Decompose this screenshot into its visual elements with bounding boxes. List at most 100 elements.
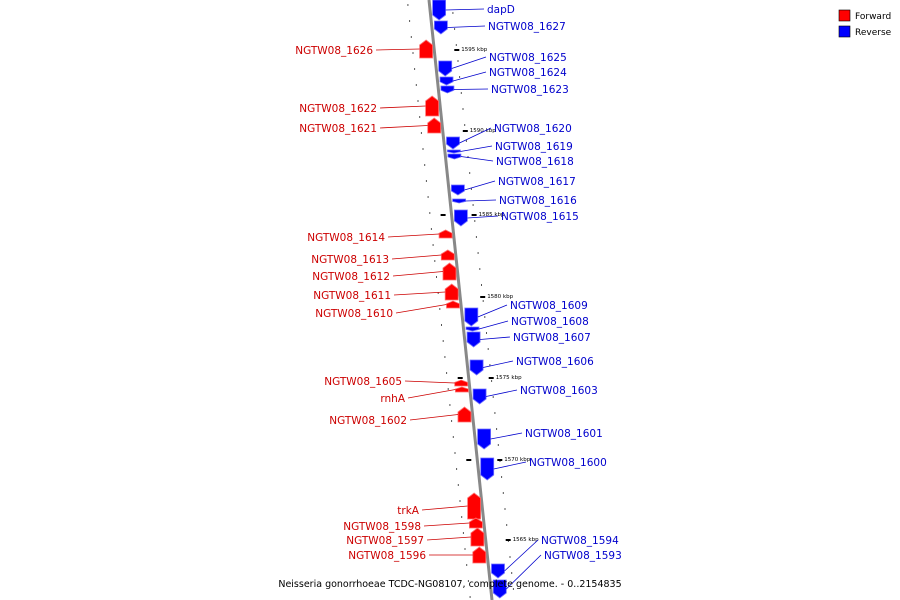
gene-label-ngtw08-1609[interactable]: NGTW08_1609 <box>510 300 588 312</box>
gene-arrow-ngtw08-1617[interactable] <box>450 184 465 196</box>
gene-label-ngtw08-1623[interactable]: NGTW08_1623 <box>491 84 569 96</box>
gene-label-ngtw08-1617[interactable]: NGTW08_1617 <box>498 176 576 188</box>
gene-arrow-ngtw08-1612[interactable] <box>442 262 457 281</box>
gene-arrow-ngtw08-1602[interactable] <box>457 406 472 423</box>
gene-arrow-ngtw08-1605[interactable] <box>454 379 469 387</box>
gene-arrow-ngtw08-1608[interactable] <box>465 326 480 332</box>
gene-arrow-ngtw08-1610[interactable] <box>446 300 460 309</box>
gene-label-leader <box>407 389 456 399</box>
gene-arrow-ngtw08-1626[interactable] <box>419 39 434 59</box>
minor-tick <box>482 300 484 302</box>
gene-label-ngtw08-1614[interactable]: NGTW08_1614 <box>307 232 385 244</box>
gene-arrow-ngtw08-1624[interactable] <box>439 76 454 86</box>
gene-label-ngtw08-1597[interactable]: NGTW08_1597 <box>346 535 424 547</box>
gene-label-ngtw08-1594[interactable]: NGTW08_1594 <box>541 535 619 547</box>
minor-tick <box>474 220 476 222</box>
gene-label-ngtw08-1618[interactable]: NGTW08_1618 <box>496 156 574 168</box>
tick-label: 1580 kbp <box>487 294 513 300</box>
gene-label-ngtw08-1615[interactable]: NGTW08_1615 <box>501 211 579 223</box>
gene-arrow-ngtw08-1619[interactable] <box>446 149 461 154</box>
gene-arrow-ngtw08-1613[interactable] <box>440 249 455 261</box>
gene-label-ngtw08-1603[interactable]: NGTW08_1603 <box>520 385 598 397</box>
gene-arrow-ngtw08-1597[interactable] <box>470 527 485 547</box>
minor-tick <box>437 292 439 294</box>
minor-tick <box>484 316 486 318</box>
minor-tick <box>461 516 463 518</box>
gene-label-ngtw08-1620[interactable]: NGTW08_1620 <box>494 123 572 135</box>
gene-arrow-ngtw08-1621[interactable] <box>427 117 442 134</box>
gene-arrow-ngtw08-1594[interactable] <box>491 563 505 579</box>
gene-label-ngtw08-1596[interactable]: NGTW08_1596 <box>348 550 426 562</box>
gene-arrow-ngtw08-1593[interactable] <box>492 579 507 599</box>
minor-tick <box>467 580 469 582</box>
gene-arrow-ngtw08-1615[interactable] <box>453 209 468 227</box>
gene-arrow-ngtw08-1596[interactable] <box>472 546 487 564</box>
gene-arrow-ngtw08-1622[interactable] <box>425 95 440 117</box>
gene-label-ngtw08-1593[interactable]: NGTW08_1593 <box>544 550 622 562</box>
gene-label-leader <box>426 536 471 541</box>
gene-label-leader <box>460 156 494 162</box>
gene-label-rnha[interactable]: rnhA <box>380 393 405 405</box>
gene-arrow-dapd[interactable] <box>432 0 447 21</box>
gene-label-ngtw08-1625[interactable]: NGTW08_1625 <box>489 52 567 64</box>
gene-arrow-ngtw08-1623[interactable] <box>440 85 455 94</box>
gene-label-ngtw08-1621[interactable]: NGTW08_1621 <box>299 123 377 135</box>
gene-label-ngtw08-1600[interactable]: NGTW08_1600 <box>529 457 607 469</box>
gene-arrow-trka[interactable] <box>467 492 482 520</box>
gene-label-ngtw08-1622[interactable]: NGTW08_1622 <box>299 103 377 115</box>
gene-label-leader <box>486 389 518 397</box>
gene-label-ngtw08-1612[interactable]: NGTW08_1612 <box>312 271 390 283</box>
gene-arrow-ngtw08-1603[interactable] <box>472 388 487 405</box>
gene-arrow-ngtw08-1620[interactable] <box>446 136 460 150</box>
gene-label-ngtw08-1619[interactable]: NGTW08_1619 <box>495 141 573 153</box>
gene-arrow-ngtw08-1607[interactable] <box>466 331 481 348</box>
gene-arrow-ngtw08-1606[interactable] <box>469 359 484 376</box>
minor-tick <box>511 572 513 574</box>
gene-arrow-ngtw08-1611[interactable] <box>444 283 459 301</box>
gene-arrow-ngtw08-1600[interactable] <box>480 457 495 481</box>
gene-label-ngtw08-1626[interactable]: NGTW08_1626 <box>295 45 373 57</box>
gene-arrow-ngtw08-1625[interactable] <box>438 60 453 77</box>
gene-label-ngtw08-1624[interactable]: NGTW08_1624 <box>489 67 567 79</box>
gene-label-ngtw08-1627[interactable]: NGTW08_1627 <box>488 21 566 33</box>
gene-arrow-ngtw08-1598[interactable] <box>468 517 483 529</box>
gene-label-ngtw08-1605[interactable]: NGTW08_1605 <box>324 376 402 388</box>
gene-label-trka[interactable]: trkA <box>397 505 420 517</box>
tick-label: 1590 kbp <box>470 128 496 134</box>
gene-arrow-ngtw08-1614[interactable] <box>438 229 453 239</box>
gene-arrow-ngtw08-1609[interactable] <box>464 307 479 327</box>
gene-arrow-ngtw08-1601[interactable] <box>477 428 492 450</box>
gene-label-ngtw08-1610[interactable]: NGTW08_1610 <box>315 308 393 320</box>
genome-axis-line <box>427 0 494 600</box>
gene-arrow-rnha[interactable] <box>454 386 469 393</box>
major-tick <box>440 214 446 216</box>
minor-tick <box>442 340 444 342</box>
gene-label-ngtw08-1602[interactable]: NGTW08_1602 <box>329 415 407 427</box>
minor-tick <box>432 244 434 246</box>
strand-legend: Forward Reverse <box>838 9 892 38</box>
gene-arrow-ngtw08-1618[interactable] <box>447 153 462 160</box>
gene-label-ngtw08-1611[interactable]: NGTW08_1611 <box>313 290 391 302</box>
minor-tick <box>462 532 464 534</box>
gene-arrow-ngtw08-1616[interactable] <box>452 198 467 204</box>
gene-arrow-ngtw08-1627[interactable] <box>433 20 448 35</box>
gene-label-ngtw08-1607[interactable]: NGTW08_1607 <box>513 332 591 344</box>
gene-label-ngtw08-1608[interactable]: NGTW08_1608 <box>511 316 589 328</box>
gene-label-leader <box>464 180 496 191</box>
minor-tick <box>414 68 416 70</box>
gene-label-leader <box>379 105 426 109</box>
gene-labels: dapD NGTW08_1627 NGTW08_1626 NGTW08_1625 NGT… <box>295 4 622 590</box>
gene-label-ngtw08-1616[interactable]: NGTW08_1616 <box>499 195 577 207</box>
gene-label-leader <box>392 271 444 277</box>
gene-label-ngtw08-1601[interactable]: NGTW08_1601 <box>525 428 603 440</box>
major-tick <box>457 377 463 379</box>
gene-label-ngtw08-1606[interactable]: NGTW08_1606 <box>516 356 594 368</box>
minor-tick <box>487 348 489 350</box>
gene-label-ngtw08-1613[interactable]: NGTW08_1613 <box>311 254 389 266</box>
gene-label-leader <box>506 554 542 590</box>
sequence-caption: Neisseria gonorrhoeae TCDC-NG08107, comp… <box>278 579 621 590</box>
minor-tick <box>430 228 432 230</box>
gene-label-ngtw08-1598[interactable]: NGTW08_1598 <box>343 521 421 533</box>
gene-label-dapd[interactable]: dapD <box>487 4 515 16</box>
